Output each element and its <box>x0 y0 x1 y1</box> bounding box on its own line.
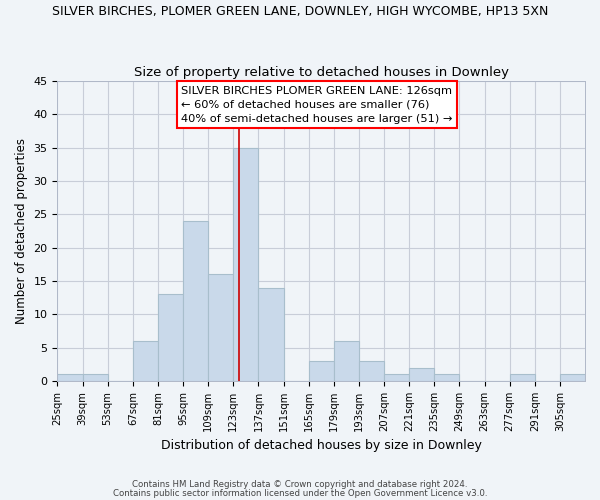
Bar <box>133 341 158 381</box>
Bar <box>158 294 183 381</box>
Bar <box>509 374 535 381</box>
Bar <box>83 374 107 381</box>
Bar <box>359 361 384 381</box>
Y-axis label: Number of detached properties: Number of detached properties <box>15 138 28 324</box>
Text: Contains HM Land Registry data © Crown copyright and database right 2024.: Contains HM Land Registry data © Crown c… <box>132 480 468 489</box>
Text: SILVER BIRCHES PLOMER GREEN LANE: 126sqm
← 60% of detached houses are smaller (7: SILVER BIRCHES PLOMER GREEN LANE: 126sqm… <box>181 86 453 124</box>
Bar <box>434 374 460 381</box>
Bar <box>384 374 409 381</box>
Bar <box>58 374 83 381</box>
Title: Size of property relative to detached houses in Downley: Size of property relative to detached ho… <box>134 66 509 78</box>
X-axis label: Distribution of detached houses by size in Downley: Distribution of detached houses by size … <box>161 440 482 452</box>
Text: SILVER BIRCHES, PLOMER GREEN LANE, DOWNLEY, HIGH WYCOMBE, HP13 5XN: SILVER BIRCHES, PLOMER GREEN LANE, DOWNL… <box>52 5 548 18</box>
Bar <box>334 341 359 381</box>
Bar <box>560 374 585 381</box>
Bar <box>259 288 284 381</box>
Bar <box>409 368 434 381</box>
Bar <box>233 148 259 381</box>
Bar <box>183 221 208 381</box>
Bar <box>308 361 334 381</box>
Text: Contains public sector information licensed under the Open Government Licence v3: Contains public sector information licen… <box>113 490 487 498</box>
Bar <box>208 274 233 381</box>
